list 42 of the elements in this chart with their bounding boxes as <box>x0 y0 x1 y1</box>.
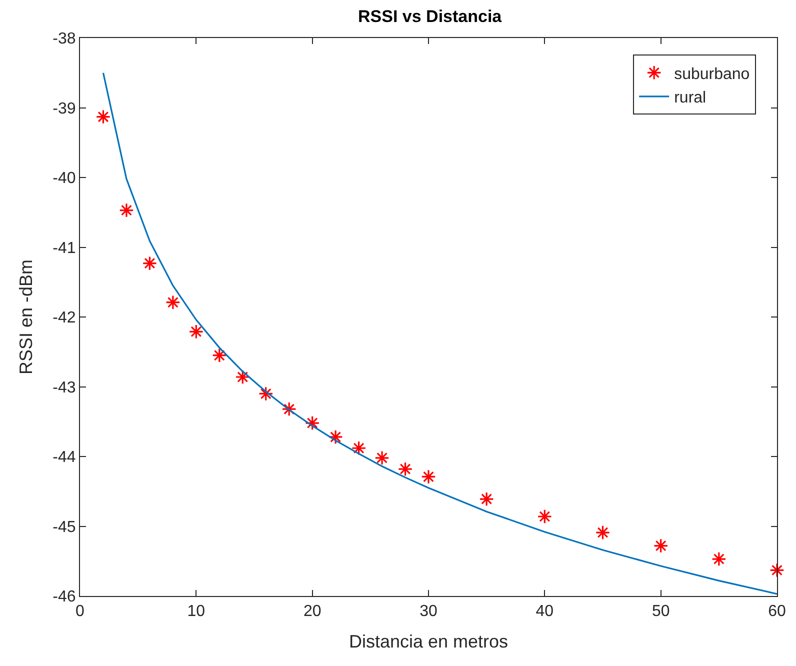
point <box>770 562 784 578</box>
point <box>537 509 552 524</box>
y-tick-label: -44 <box>52 449 76 466</box>
point <box>374 450 390 466</box>
point <box>712 552 726 566</box>
y-tick-label: -42 <box>52 310 76 327</box>
point <box>166 294 180 310</box>
chart-title: RSSI vs Distancia <box>358 6 502 26</box>
y-tick-label: -45 <box>52 518 76 536</box>
x-tick-label: 20 <box>303 603 322 620</box>
x-tick-label: 50 <box>652 603 670 620</box>
point <box>398 462 413 476</box>
legend-label: rural <box>674 90 706 107</box>
point <box>212 348 227 363</box>
y-tick-label: -38 <box>52 30 76 48</box>
point <box>282 402 296 416</box>
y-tick-label: -39 <box>52 100 76 118</box>
x-tick-label: 40 <box>536 603 554 620</box>
point <box>119 202 134 218</box>
y-tick-label: -46 <box>52 588 76 606</box>
point <box>595 525 610 540</box>
x-axis-title: Distancia en metros <box>348 631 508 652</box>
point <box>653 538 668 554</box>
point <box>328 430 343 444</box>
point <box>304 416 320 430</box>
point <box>351 440 366 456</box>
point <box>188 324 204 340</box>
y-tick-label: -40 <box>52 170 76 188</box>
y-tick-label: -41 <box>52 240 76 257</box>
point <box>421 469 436 484</box>
legend-label: suburbano <box>674 66 750 83</box>
x-tick-label: 60 <box>768 603 786 620</box>
x-tick-label: 10 <box>187 603 206 620</box>
x-tick-label: 0 <box>76 603 85 620</box>
x-tick-label: 30 <box>420 603 438 620</box>
point <box>142 256 158 271</box>
y-axis-title: RSSI en -dBm <box>16 259 36 375</box>
point <box>235 370 250 384</box>
point <box>258 386 274 402</box>
y-tick-label: -43 <box>52 379 76 396</box>
point <box>479 492 494 506</box>
point <box>96 109 111 124</box>
